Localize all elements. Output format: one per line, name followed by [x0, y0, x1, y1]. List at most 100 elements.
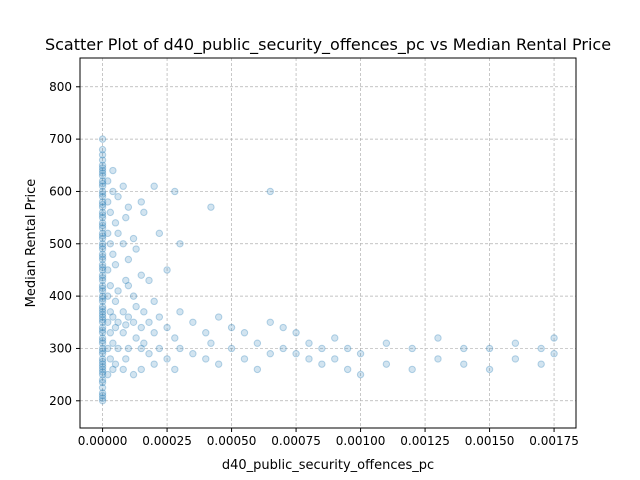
scatter-point: [331, 334, 339, 342]
scatter-point: [98, 234, 107, 243]
scatter-point: [140, 339, 148, 347]
y-tick-label: 700: [49, 132, 72, 146]
scatter-point: [98, 397, 107, 405]
scatter-point: [98, 323, 107, 332]
scatter-point: [279, 344, 287, 353]
scatter-point: [150, 329, 158, 337]
scatter-point: [106, 308, 115, 316]
scatter-point: [106, 329, 115, 337]
scatter-point: [98, 355, 107, 363]
scatter-point: [292, 329, 300, 337]
y-tick-label: 200: [49, 394, 72, 408]
scatter-point: [98, 376, 107, 384]
scatter-point: [119, 240, 127, 248]
scatter-point: [240, 355, 249, 363]
scatter-point: [106, 281, 115, 290]
scatter-point: [111, 219, 120, 227]
scatter-point: [119, 365, 127, 374]
scatter-point: [266, 318, 274, 326]
scatter-point: [189, 349, 197, 358]
scatter-point: [408, 365, 416, 374]
ticks-layer: 0.00000 0.00025 0.00050 0.00075 0.00100 0.001…: [49, 80, 579, 448]
scatter-point: [98, 219, 107, 227]
scatter-point: [124, 203, 133, 211]
scatter-point: [98, 242, 107, 251]
scatter-point: [137, 198, 145, 206]
plot-frame: [79, 57, 577, 429]
scatter-point: [434, 334, 442, 342]
chart-title: Scatter Plot of d40_public_security_offe…: [45, 35, 611, 55]
scatter-point: [150, 297, 158, 306]
scatter-point: [537, 360, 545, 368]
y-tick-label: 800: [49, 80, 72, 94]
scatter-point: [98, 250, 107, 258]
scatter-point: [98, 208, 107, 217]
scatter-point: [104, 198, 112, 206]
scatter-point: [511, 339, 520, 347]
scatter-point: [176, 344, 184, 353]
x-axis-label: d40_public_security_offences_pc: [222, 458, 434, 473]
scatter-point: [171, 365, 179, 374]
scatter-point: [279, 323, 287, 332]
scatter-point: [122, 276, 130, 285]
scatter-point: [253, 339, 262, 347]
scatter-point: [106, 240, 115, 248]
scatter-point: [98, 261, 107, 269]
x-tick-label: 0.00175: [529, 434, 579, 448]
points-layer: [98, 135, 558, 405]
scatter-point: [98, 292, 107, 300]
x-tick-label: 0.00025: [142, 434, 192, 448]
scatter-point: [98, 187, 107, 196]
scatter-point: [292, 349, 300, 358]
scatter-point: [111, 360, 120, 368]
scatter-point: [98, 329, 107, 337]
scatter-point: [111, 297, 120, 306]
scatter-point: [98, 360, 107, 368]
scatter-point: [98, 347, 107, 355]
y-tick-label: 300: [49, 341, 72, 355]
scatter-point: [145, 349, 153, 358]
scatter-point: [109, 365, 117, 374]
scatter-point: [129, 234, 138, 243]
scatter-point: [98, 164, 107, 172]
scatter-point: [98, 213, 107, 222]
scatter-point: [98, 255, 107, 264]
scatter-point: [318, 344, 326, 353]
scatter-point: [98, 308, 107, 316]
scatter-point: [434, 355, 442, 363]
scatter-point: [98, 281, 107, 290]
scatter-point: [98, 344, 107, 353]
scatter-point: [145, 318, 153, 326]
scatter-point: [305, 339, 313, 347]
scatter-point: [356, 349, 365, 358]
x-tick-label: 0.00100: [336, 434, 386, 448]
scatter-point: [98, 253, 107, 261]
scatter-point: [145, 276, 153, 285]
scatter-point: [129, 370, 138, 379]
scatter-point: [114, 229, 122, 238]
scatter-point: [140, 308, 148, 316]
scatter-point: [98, 240, 107, 248]
scatter-point: [109, 313, 117, 321]
scatter-point: [305, 355, 313, 363]
scatter-point: [98, 297, 107, 306]
scatter-point: [114, 318, 122, 326]
scatter-point: [111, 323, 120, 332]
scatter-point: [114, 287, 122, 295]
scatter-point: [171, 334, 179, 342]
scatter-point: [98, 198, 107, 206]
scatter-point: [98, 169, 107, 177]
scatter-point: [114, 192, 122, 201]
scatter-point: [550, 349, 558, 358]
scatter-point: [98, 315, 107, 324]
scatter-point: [382, 360, 391, 368]
scatter-point: [98, 365, 107, 374]
scatter-point: [98, 156, 107, 164]
scatter-point: [98, 370, 107, 379]
grid-layer: [80, 58, 576, 428]
scatter-point: [98, 229, 107, 238]
scatter-point: [98, 378, 107, 387]
x-tick-label: 0.00125: [400, 434, 450, 448]
scatter-point: [176, 240, 184, 248]
